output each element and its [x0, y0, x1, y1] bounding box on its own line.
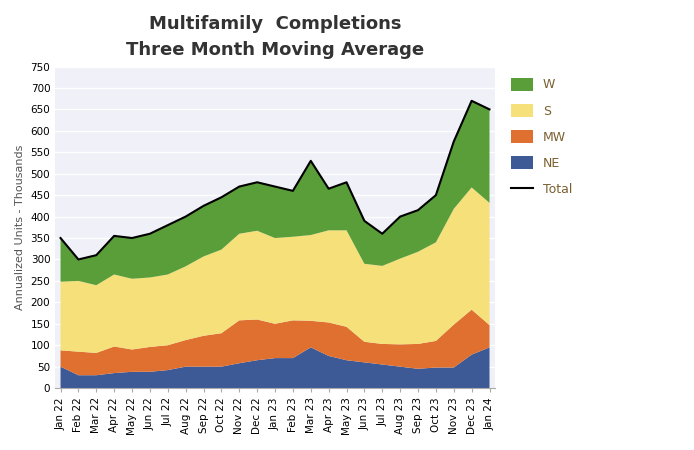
Total	[164, 222, 172, 228]
Total	[325, 186, 333, 191]
Total	[92, 252, 101, 258]
Legend: W, S, MW, NE, Total: W, S, MW, NE, Total	[505, 73, 577, 201]
Total	[199, 203, 208, 208]
Total	[128, 235, 136, 241]
Total	[307, 158, 315, 163]
Total	[396, 214, 405, 219]
Total	[378, 231, 387, 236]
Total	[271, 184, 279, 189]
Total	[217, 194, 226, 200]
Total	[253, 180, 262, 185]
Y-axis label: Annualized Units - Thousands: Annualized Units - Thousands	[15, 144, 25, 310]
Total	[56, 235, 65, 241]
Total	[450, 139, 458, 144]
Line: Total: Total	[60, 101, 489, 260]
Total	[432, 193, 440, 198]
Total	[110, 233, 118, 238]
Total	[342, 180, 350, 185]
Total	[485, 107, 493, 112]
Total	[468, 98, 476, 104]
Total	[235, 184, 244, 189]
Total	[74, 257, 83, 262]
Total	[182, 214, 190, 219]
Title: Multifamily  Completions
Three Month Moving Average: Multifamily Completions Three Month Movi…	[126, 15, 424, 59]
Total	[414, 207, 422, 213]
Total	[146, 231, 154, 236]
Total	[289, 188, 297, 194]
Total	[360, 218, 369, 224]
